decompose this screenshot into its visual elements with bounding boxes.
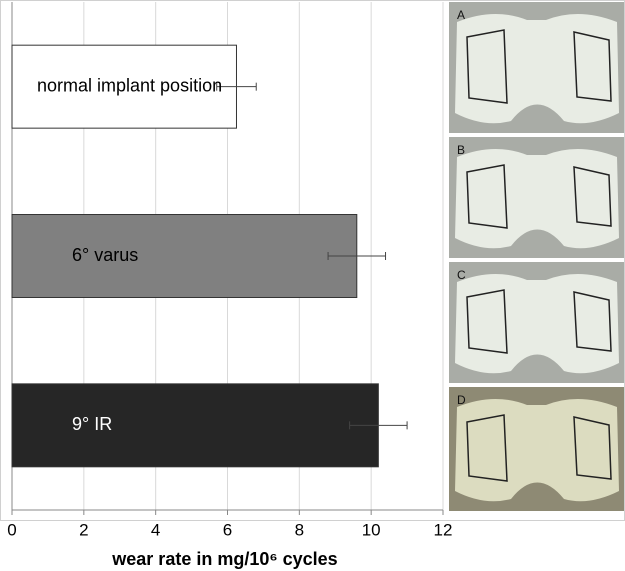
wear-outline [466, 289, 508, 354]
wear-outline [573, 291, 612, 352]
category-label: normal implant position [37, 75, 222, 95]
wear-outline [573, 31, 612, 102]
wear-outline [573, 166, 612, 227]
category-label: 9° IR [72, 414, 112, 434]
x-tick-label: 0 [7, 520, 16, 539]
wear-outline [466, 29, 508, 104]
wear-outline [466, 414, 508, 482]
error-bar [349, 421, 408, 430]
panel-label: B [457, 143, 465, 157]
error-bar [327, 252, 387, 260]
x-tick-label: 4 [151, 520, 160, 539]
panel-label: C [457, 268, 466, 282]
insert [455, 148, 619, 249]
wear-outline [573, 416, 612, 480]
bar [11, 383, 379, 468]
x-axis-label: wear rate in mg/10⁶ cycles [111, 549, 337, 569]
x-tick-label: 10 [362, 520, 381, 539]
panel-label: D [457, 393, 466, 407]
photos: A B C D [449, 2, 624, 511]
bar [11, 44, 237, 129]
x-tick-label: 2 [79, 520, 88, 539]
insert [455, 13, 619, 124]
category-label: 6° varus [72, 245, 138, 265]
wear-outline [466, 164, 508, 229]
bar [11, 214, 358, 298]
error-bar [216, 82, 257, 91]
panel-label: A [457, 8, 465, 22]
insert [455, 273, 619, 374]
x-tick-label: 8 [295, 520, 304, 539]
x-tick-label: 12 [434, 520, 453, 539]
x-tick-label: 6 [223, 520, 232, 539]
